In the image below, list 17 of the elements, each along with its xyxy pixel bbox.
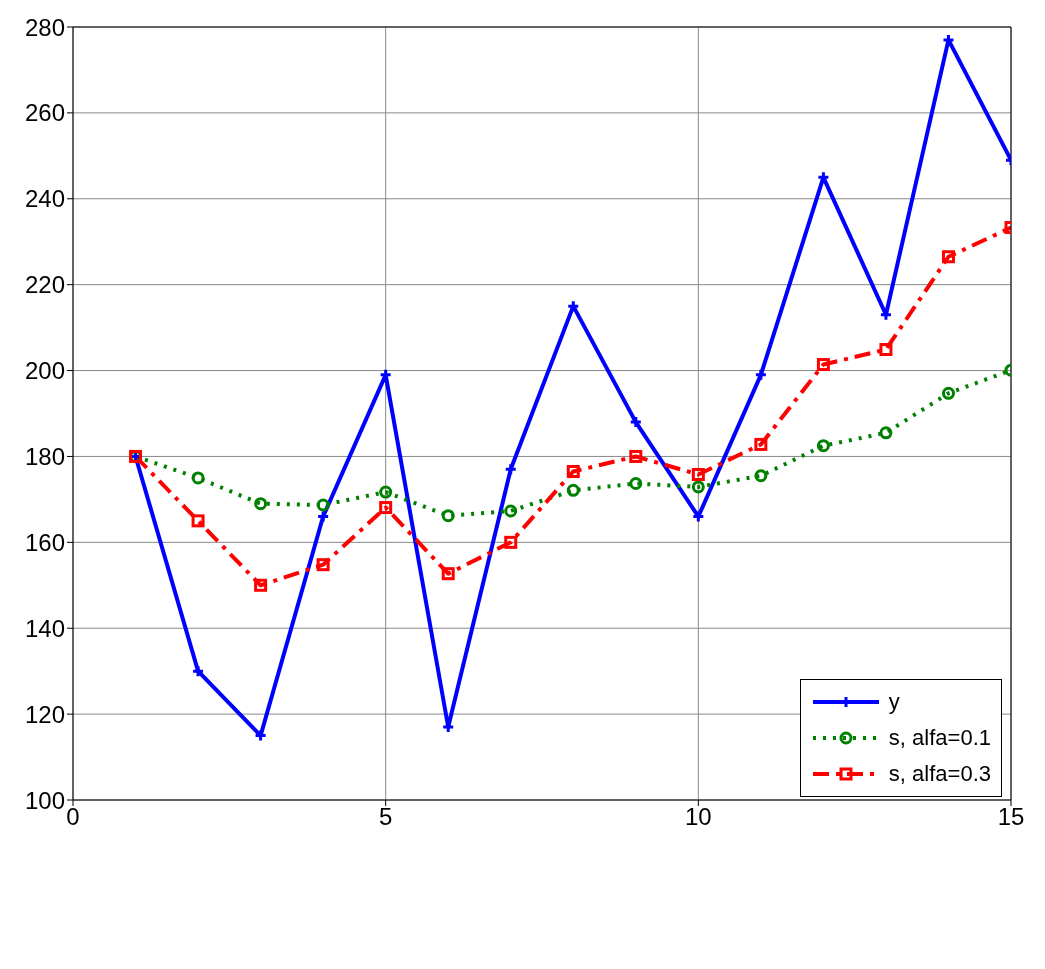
y-tick-label: 100 bbox=[24, 786, 65, 814]
x-tick-label: 0 bbox=[66, 803, 80, 831]
y-tick-label: 220 bbox=[24, 271, 65, 299]
y-tick-label: 160 bbox=[24, 528, 65, 556]
x-tick-label: 10 bbox=[684, 803, 712, 831]
y-tick-label: 120 bbox=[24, 700, 65, 728]
x-tick-label: 5 bbox=[378, 803, 393, 831]
x-tick-label: 15 bbox=[997, 803, 1025, 831]
legend-label: s, alfa=0.1 bbox=[888, 725, 991, 751]
y-tick-label: 240 bbox=[24, 185, 65, 213]
y-tick-label: 260 bbox=[24, 99, 65, 127]
y-tick-label: 280 bbox=[24, 13, 65, 41]
y-tick-label: 180 bbox=[24, 442, 65, 470]
y-tick-label: 200 bbox=[24, 357, 65, 385]
legend-label: s, alfa=0.3 bbox=[888, 761, 991, 787]
legend-label: y bbox=[888, 689, 900, 715]
y-tick-label: 140 bbox=[24, 614, 65, 642]
